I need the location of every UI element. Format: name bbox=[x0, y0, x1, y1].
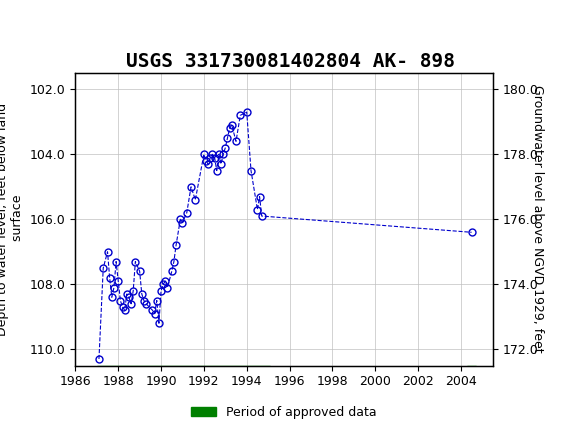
Y-axis label: Groundwater level above NGVD 1929, feet: Groundwater level above NGVD 1929, feet bbox=[531, 86, 544, 353]
Y-axis label: Depth to water level, feet below land
 surface: Depth to water level, feet below land su… bbox=[0, 103, 24, 336]
Bar bbox=[97, 366, 270, 370]
Bar bbox=[467, 366, 476, 370]
Text: ≡USGS: ≡USGS bbox=[23, 16, 82, 35]
Text: USGS 331730081402804 AK- 898: USGS 331730081402804 AK- 898 bbox=[125, 52, 455, 71]
Legend: Period of approved data: Period of approved data bbox=[186, 401, 382, 424]
